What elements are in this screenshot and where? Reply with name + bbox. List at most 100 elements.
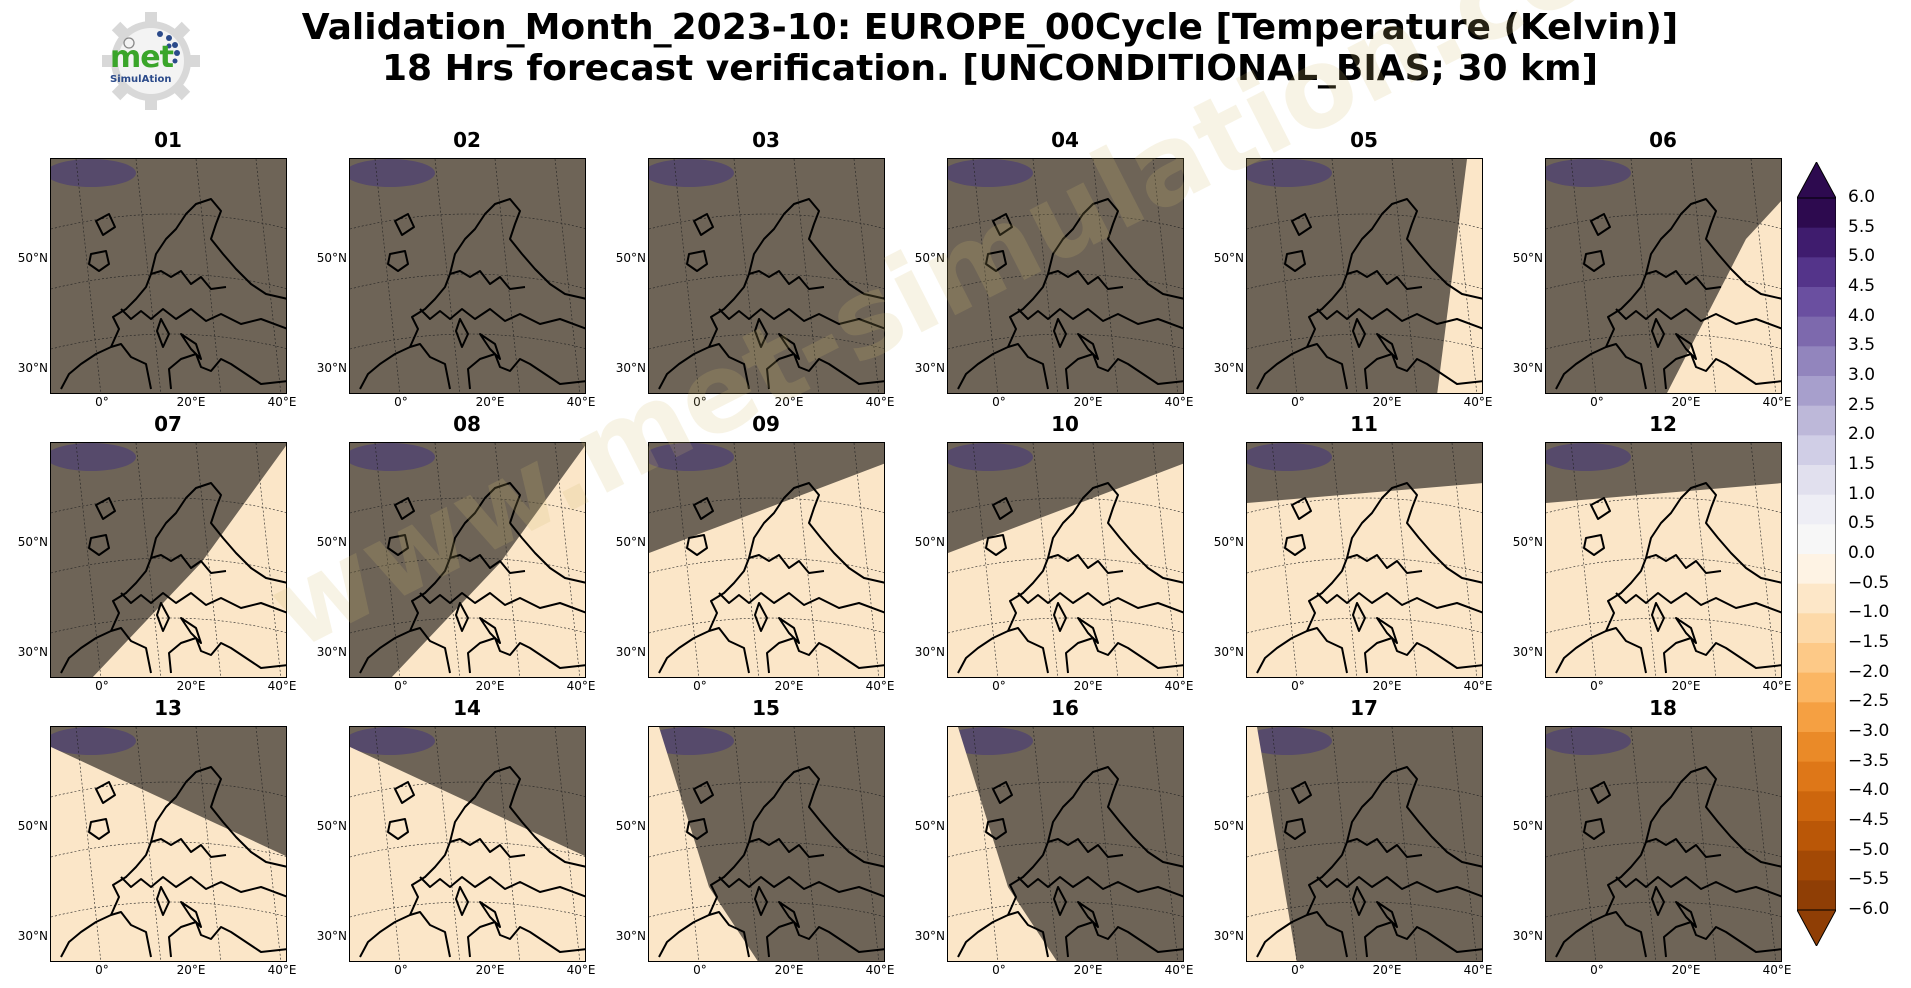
panel-title: 03	[752, 128, 780, 152]
lon-tick-label: 40°E	[1164, 395, 1194, 409]
daylit-region	[350, 747, 585, 961]
coastline	[419, 592, 585, 614]
lon-tick-label: 0°	[1590, 395, 1604, 409]
coastline	[1316, 876, 1482, 898]
lon-tick-label: 20°E	[774, 395, 804, 409]
colorbar-segment	[1797, 791, 1836, 822]
map-panel	[648, 442, 885, 678]
lon-tick-label: 0°	[95, 679, 109, 693]
colorbar-extend-max	[1797, 162, 1836, 199]
coastline	[1352, 602, 1366, 632]
lon-tick-label: 40°E	[865, 963, 895, 977]
colorbar-tick-label: 2.0	[1848, 424, 1876, 445]
coastline	[156, 318, 170, 348]
coastline	[449, 270, 526, 290]
coastline	[778, 901, 800, 928]
lon-tick-label: 0°	[992, 395, 1006, 409]
map-panel	[947, 726, 1184, 962]
lat-tick-label: 30°N	[1512, 361, 1543, 375]
coastline	[95, 781, 116, 804]
map-panel	[1545, 158, 1782, 394]
lon-tick-label: 20°E	[1073, 679, 1103, 693]
lat-tick-label: 50°N	[17, 535, 48, 549]
coastline	[1651, 602, 1665, 632]
lon-tick-label: 0°	[1291, 395, 1305, 409]
map-panel	[50, 442, 287, 678]
colorbar-segment	[1797, 405, 1836, 436]
coastline	[409, 766, 585, 916]
coastline	[1615, 308, 1781, 330]
coastline	[1291, 781, 1312, 804]
lat-tick-label: 30°N	[1213, 361, 1244, 375]
lat-tick-label: 50°N	[1213, 535, 1244, 549]
coastline	[479, 617, 501, 644]
coastline	[394, 213, 415, 236]
panel-title: 08	[453, 412, 481, 436]
lon-tick-label: 20°E	[475, 679, 505, 693]
colorbar-tick-label: −4.0	[1848, 780, 1890, 801]
coastline	[1663, 637, 1781, 674]
panel-title: 14	[453, 696, 481, 720]
coastline	[1284, 818, 1306, 840]
panel-title: 01	[154, 128, 182, 152]
lon-tick-label: 40°E	[566, 395, 596, 409]
coastline	[120, 592, 286, 614]
lon-tick-label: 40°E	[267, 395, 297, 409]
coastline	[766, 353, 884, 390]
lat-tick-label: 50°N	[914, 251, 945, 265]
coastline	[985, 250, 1007, 272]
colorbar-segment	[1797, 287, 1836, 318]
lon-tick-label: 40°E	[865, 679, 895, 693]
coastline	[455, 602, 469, 632]
coastline	[168, 637, 286, 674]
colorbar-tick-label: 6.0	[1848, 187, 1876, 207]
coastline	[1053, 886, 1067, 916]
lat-tick-label: 50°N	[1512, 535, 1543, 549]
coastline	[1675, 617, 1697, 644]
lat-tick-label: 50°N	[17, 819, 48, 833]
lon-tick-label: 0°	[992, 679, 1006, 693]
lon-tick-label: 0°	[394, 679, 408, 693]
coastline	[992, 497, 1013, 520]
coastline	[180, 333, 202, 360]
lon-tick-label: 0°	[1590, 679, 1604, 693]
colorbar-segment	[1797, 850, 1836, 881]
lon-tick-label: 40°E	[1762, 963, 1792, 977]
daylit-region	[92, 445, 286, 677]
panel-title: 09	[752, 412, 780, 436]
colorbar-tick-label: 5.5	[1848, 216, 1876, 237]
lat-tick-label: 50°N	[17, 251, 48, 265]
figure-title-line1: Validation_Month_2023-10: EUROPE_00Cycle…	[301, 7, 1679, 48]
coastline	[409, 198, 585, 348]
coastline	[1376, 901, 1398, 928]
coastline	[150, 554, 227, 574]
colorbar-segment	[1797, 376, 1836, 407]
coastline	[120, 308, 286, 330]
figure-title-line2: 18 Hrs forecast verification. [UNCONDITI…	[381, 48, 1599, 89]
lat-tick-label: 30°N	[914, 361, 945, 375]
panel-title: 13	[154, 696, 182, 720]
coastline	[1077, 333, 1099, 360]
coastline	[778, 333, 800, 360]
coastline	[150, 270, 227, 290]
coastline	[1675, 901, 1697, 928]
coastline	[1047, 838, 1124, 858]
coastline	[1645, 270, 1722, 290]
coastline	[1007, 198, 1183, 348]
map-panel	[50, 726, 287, 962]
coastline	[168, 353, 286, 390]
daylit-region	[1247, 727, 1297, 961]
coastline	[1645, 838, 1722, 858]
met-simulation-logo: met SimulAtion	[95, 10, 207, 112]
coastline	[387, 818, 409, 840]
map-panel	[349, 158, 586, 394]
logo-subtitle: SimulAtion	[110, 74, 172, 85]
coastline	[766, 921, 884, 958]
coastline	[1306, 766, 1482, 916]
coastline	[387, 250, 409, 272]
daylit-region	[948, 727, 1057, 961]
coastline	[1615, 876, 1781, 898]
colorbar-tick-label: −3.5	[1848, 750, 1890, 771]
coastline	[168, 921, 286, 958]
colorbar-segment	[1797, 316, 1836, 347]
